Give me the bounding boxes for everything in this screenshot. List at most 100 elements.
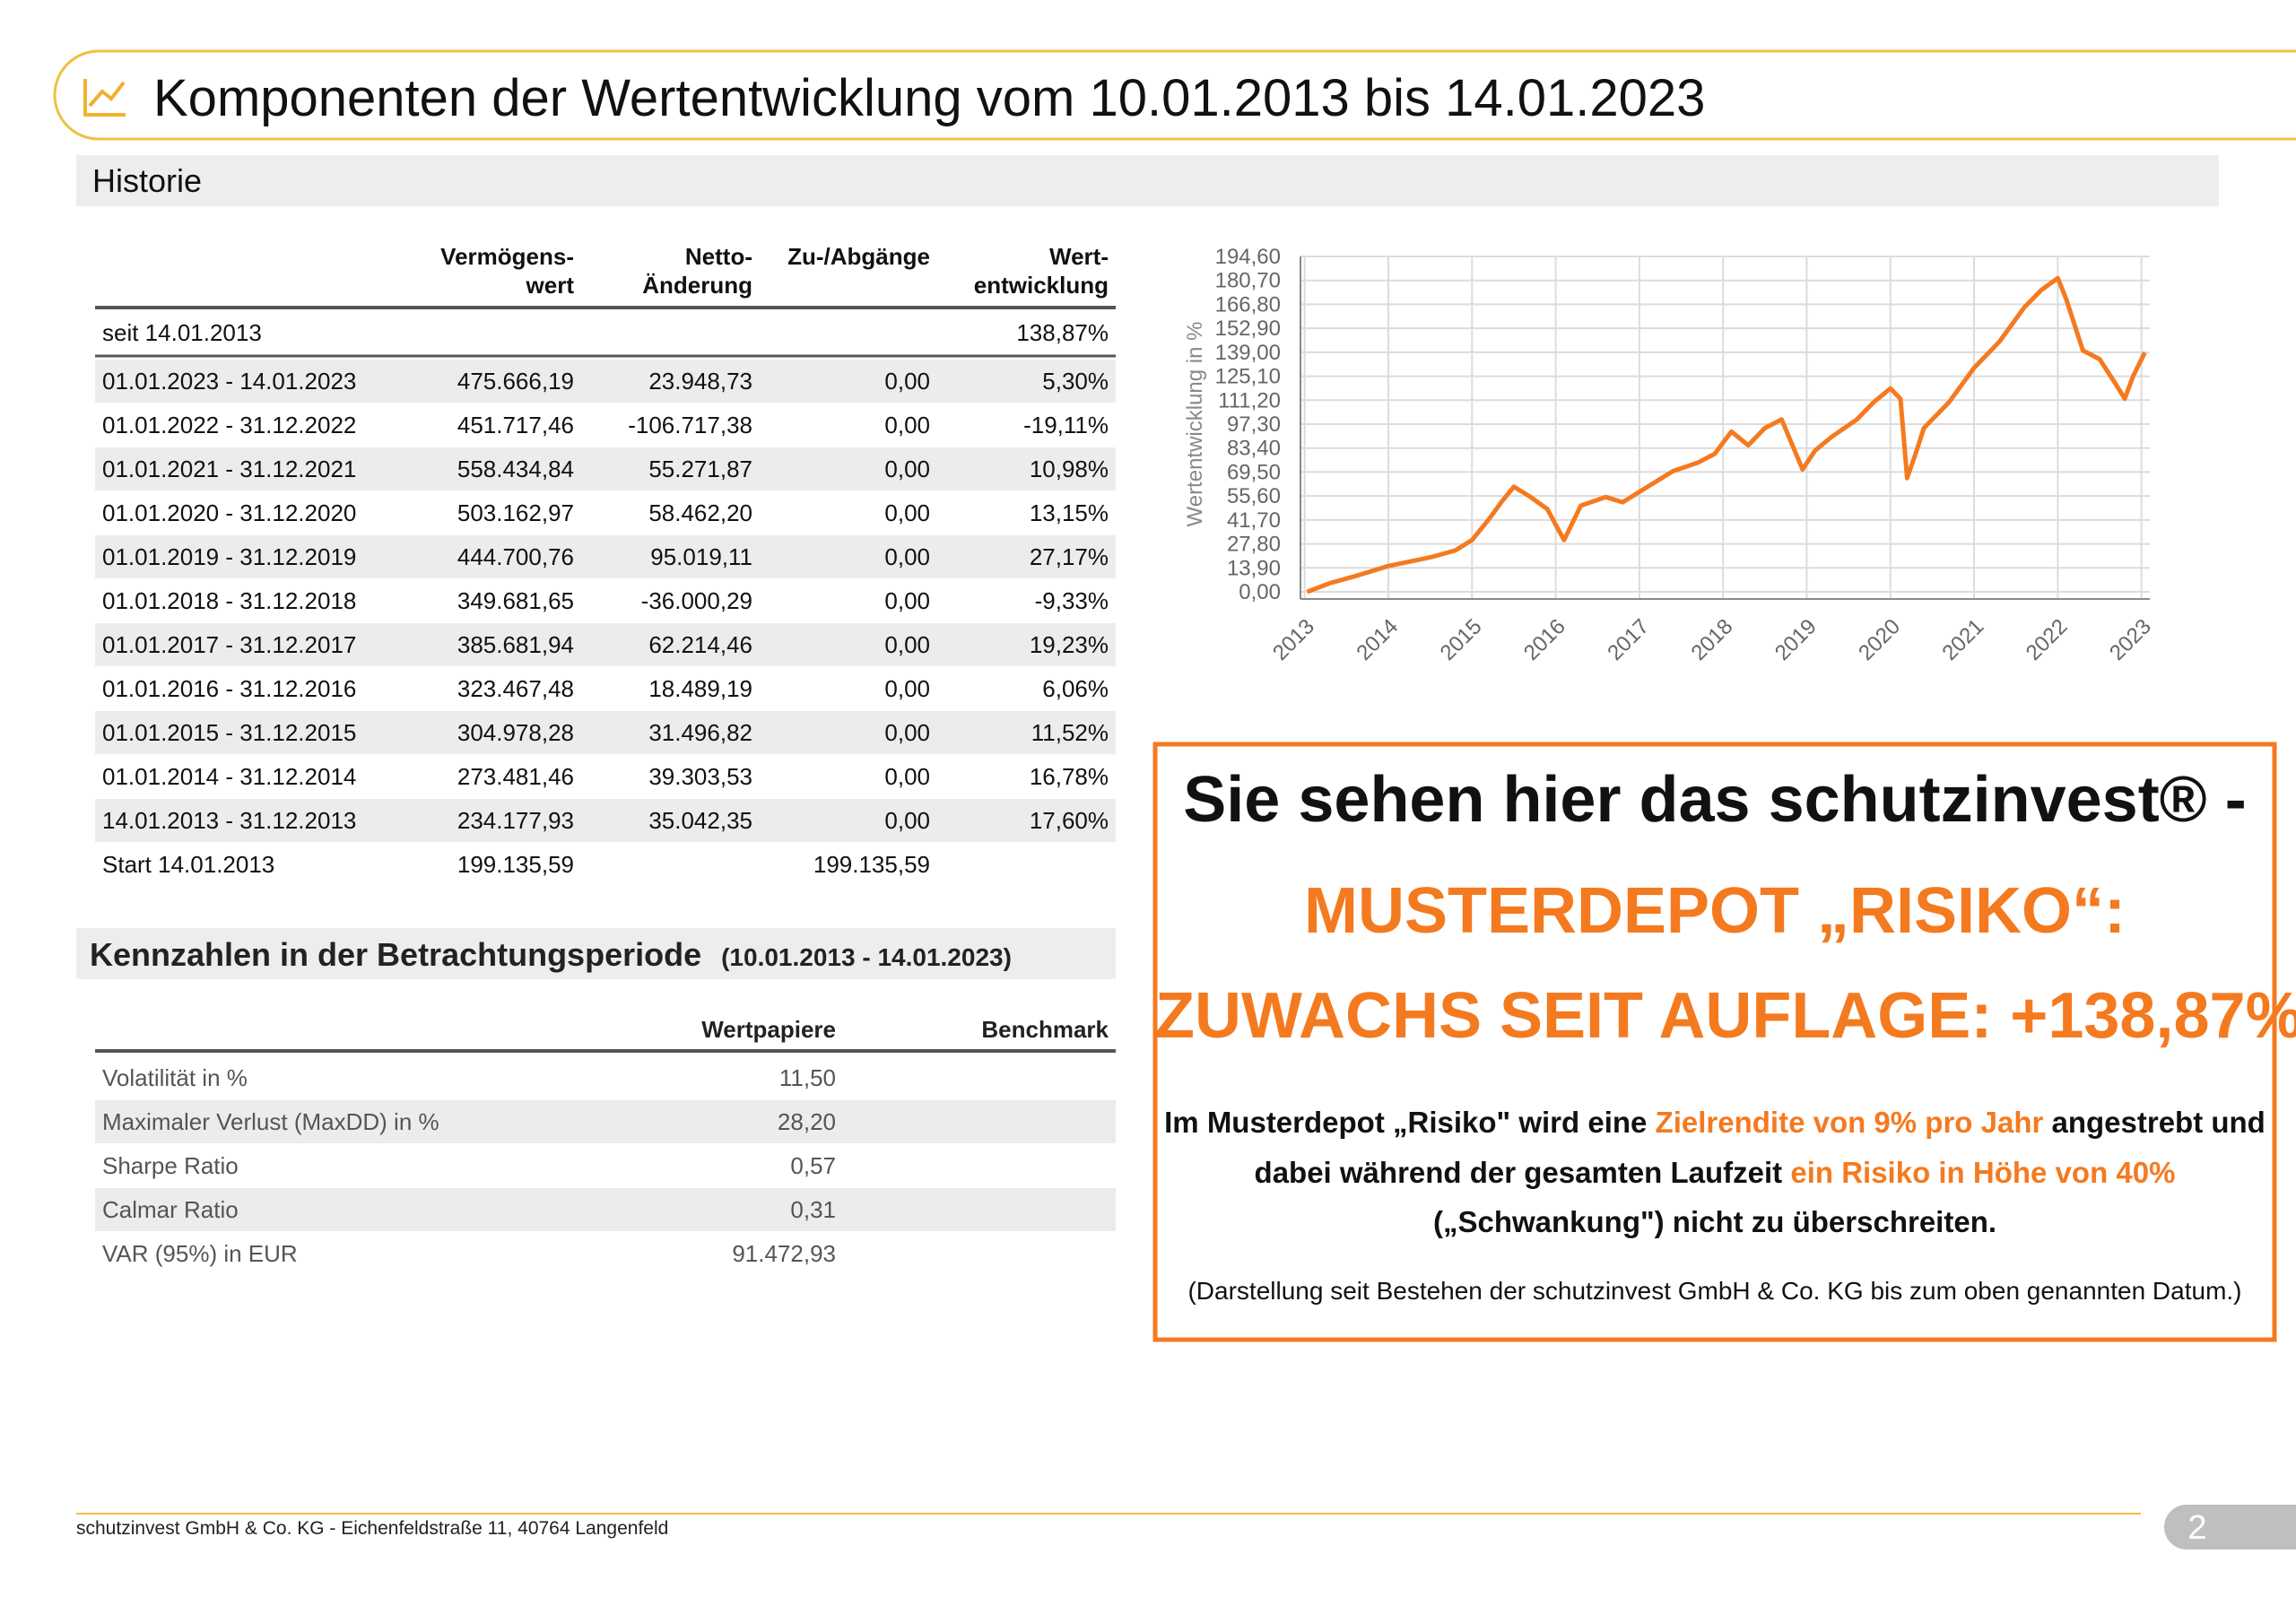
row-label: 01.01.2023 - 14.01.2023	[102, 368, 357, 395]
text: angestrebt und	[2043, 1106, 2266, 1139]
y-tick-label: 0,00	[1239, 580, 1281, 604]
row-label: 01.01.2018 - 31.12.2018	[102, 587, 357, 614]
y-tick-label: 27,80	[1227, 533, 1281, 557]
cell: 55.271,87	[648, 456, 752, 482]
y-tick-label: 194,60	[1215, 245, 1281, 269]
cell: 19,23%	[1029, 631, 1109, 658]
section-title: Historie	[92, 162, 203, 199]
page-number-box	[2164, 1505, 2296, 1549]
row-band	[95, 1188, 1116, 1231]
promo-text-line: Im Musterdepot „Risiko" wird eine Zielre…	[1155, 1106, 2274, 1140]
column-header: entwicklung	[973, 272, 1109, 299]
row-band	[95, 799, 1116, 842]
text: Im Musterdepot „Risiko" wird eine	[1164, 1106, 1656, 1139]
promo-headline: MUSTERDEPOT „RISIKO“:	[1303, 875, 2126, 947]
row-band	[95, 711, 1116, 754]
row-band	[95, 447, 1116, 490]
cell: 39.303,53	[648, 763, 752, 790]
column-header: Benchmark	[981, 1016, 1109, 1043]
row-label: Maximaler Verlust (MaxDD) in %	[102, 1108, 439, 1135]
y-tick-label: 180,70	[1215, 269, 1281, 293]
cell: 23.948,73	[648, 368, 752, 395]
cell: 451.717,46	[457, 412, 574, 438]
promo-text-line: („Schwankung") nicht zu überschreiten.	[1155, 1205, 2274, 1239]
cell: 62.214,46	[648, 631, 752, 658]
section-title-text: Kennzahlen in der Betrachtungsperiode	[90, 936, 702, 973]
cell: 5,30%	[1042, 368, 1109, 395]
promo-headline: ZUWACHS SEIT AUFLAGE: +138,87%	[1155, 980, 2296, 1052]
column-header: Wertpapiere	[701, 1016, 836, 1043]
x-tick-label: 2022	[2022, 614, 2073, 665]
cell: 13,15%	[1029, 499, 1109, 526]
cell: 35.042,35	[648, 807, 752, 834]
chart-icon	[83, 79, 126, 117]
row-label: Start 14.01.2013	[102, 851, 275, 878]
row-label: 01.01.2019 - 31.12.2019	[102, 543, 357, 570]
cell: 273.481,46	[457, 763, 574, 790]
cell: 234.177,93	[457, 807, 574, 834]
cell: 11,50	[778, 1064, 836, 1091]
cell: 18.489,19	[648, 675, 752, 702]
y-tick-label: 139,00	[1215, 341, 1281, 365]
highlight: Zielrendite von 9% pro Jahr	[1655, 1106, 2044, 1139]
cell: 0,00	[884, 499, 930, 526]
row-label: VAR (95%) in EUR	[102, 1240, 298, 1267]
cell: 0,00	[884, 675, 930, 702]
y-tick-label: 125,10	[1215, 365, 1281, 389]
cell: 0,00	[884, 368, 930, 395]
row-label: 01.01.2017 - 31.12.2017	[102, 631, 357, 658]
row-label: Calmar Ratio	[102, 1196, 239, 1223]
cell: 199.135,59	[813, 851, 930, 878]
row-label: seit 14.01.2013	[102, 319, 262, 346]
column-header: Zu-/Abgänge	[787, 243, 930, 270]
cell: -9,33%	[1034, 587, 1109, 614]
cell: 475.666,19	[457, 368, 574, 395]
cell: 138,87%	[1016, 319, 1109, 346]
cell: 6,06%	[1042, 675, 1109, 702]
x-tick-label: 2018	[1687, 614, 1738, 665]
row-band	[95, 360, 1116, 403]
data-line	[1306, 275, 2147, 595]
x-tick-label: 2021	[1937, 614, 1988, 665]
row-band	[95, 535, 1116, 578]
highlight: ein Risiko in Höhe von 40%	[1790, 1156, 2176, 1189]
kennzahlen-bar	[76, 928, 1116, 979]
cell: 349.681,65	[457, 587, 574, 614]
section-period: (10.01.2013 - 14.01.2023)	[721, 943, 1012, 971]
row-label: 01.01.2014 - 31.12.2014	[102, 763, 357, 790]
x-tick-label: 2020	[1854, 614, 1905, 665]
y-tick-label: 111,20	[1218, 388, 1281, 412]
cell: -19,11%	[1023, 412, 1109, 438]
column-header: Wert-	[1049, 243, 1109, 270]
y-tick-label: 83,40	[1227, 437, 1281, 461]
cell: 91.472,93	[732, 1240, 836, 1267]
cell: 503.162,97	[457, 499, 574, 526]
x-tick-label: 2013	[1268, 614, 1319, 665]
page-number: 2	[2187, 1509, 2207, 1547]
cell: 304.978,28	[457, 719, 574, 746]
cell: 0,00	[884, 543, 930, 570]
y-tick-label: 13,90	[1227, 556, 1281, 580]
cell: 0,00	[884, 587, 930, 614]
cell: 444.700,76	[457, 543, 574, 570]
cell: 0,00	[884, 412, 930, 438]
cell: 385.681,94	[457, 631, 574, 658]
cell: 11,52%	[1031, 719, 1109, 746]
cell: 58.462,20	[648, 499, 752, 526]
cell: 0,00	[884, 807, 930, 834]
row-label: 01.01.2022 - 31.12.2022	[102, 412, 357, 438]
column-header: Änderung	[642, 272, 752, 299]
cell: 0,00	[884, 456, 930, 482]
column-header: wert	[526, 272, 574, 299]
y-tick-label: 166,80	[1215, 292, 1281, 317]
y-tick-label: 69,50	[1227, 460, 1281, 484]
cell: 27,17%	[1029, 543, 1109, 570]
cell: 28,20	[777, 1108, 836, 1135]
cell: 199.135,59	[457, 851, 574, 878]
y-tick-label: 97,30	[1227, 412, 1281, 437]
cell: 323.467,48	[457, 675, 574, 702]
y-tick-label: 152,90	[1215, 317, 1281, 341]
row-band	[95, 623, 1116, 666]
